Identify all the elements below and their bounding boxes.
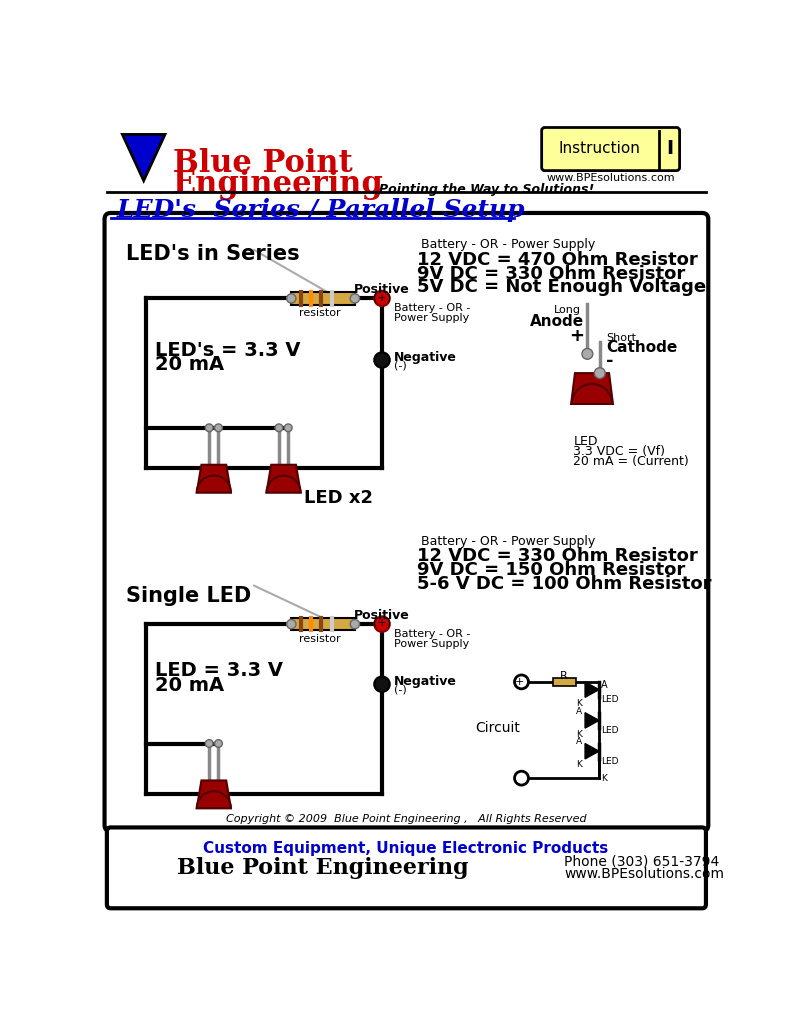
Text: resistor: resistor [299, 308, 341, 318]
Polygon shape [197, 465, 231, 493]
Text: Positive: Positive [354, 608, 410, 622]
Wedge shape [266, 475, 301, 493]
Polygon shape [266, 465, 301, 493]
Circle shape [351, 620, 359, 629]
Text: Instruction: Instruction [558, 140, 640, 156]
Text: +: + [515, 677, 524, 687]
Circle shape [374, 352, 389, 368]
Bar [553, 678, 576, 686]
Circle shape [205, 424, 213, 432]
Text: (-): (-) [393, 360, 406, 371]
Text: LED's in Series: LED's in Series [126, 244, 300, 264]
Text: 20 mA: 20 mA [155, 355, 224, 375]
Text: 20 mA: 20 mA [155, 676, 224, 694]
Circle shape [582, 348, 593, 359]
Polygon shape [585, 743, 599, 759]
Polygon shape [585, 713, 599, 728]
Circle shape [374, 677, 389, 692]
Text: A: A [576, 707, 582, 716]
Circle shape [287, 294, 296, 303]
FancyBboxPatch shape [105, 213, 708, 831]
Text: Cathode: Cathode [606, 340, 677, 355]
Text: LED = 3.3 V: LED = 3.3 V [155, 662, 283, 680]
Text: Blue Point: Blue Point [173, 147, 353, 178]
Text: LED: LED [573, 435, 598, 447]
Text: Battery - OR - Power Supply: Battery - OR - Power Supply [421, 535, 595, 548]
Wedge shape [572, 384, 612, 403]
Text: +: + [569, 327, 584, 345]
Circle shape [215, 739, 222, 748]
Text: 5-6 V DC = 100 Ohm Resistor: 5-6 V DC = 100 Ohm Resistor [417, 574, 711, 593]
Circle shape [515, 771, 528, 785]
Text: 20 mA = (Current): 20 mA = (Current) [573, 455, 689, 468]
Text: Anode: Anode [531, 313, 584, 329]
Text: (+): (+) [373, 618, 391, 628]
Circle shape [285, 424, 292, 432]
Text: Battery - OR - Power Supply: Battery - OR - Power Supply [421, 239, 595, 251]
Text: www.BPEsolutions.com: www.BPEsolutions.com [564, 867, 724, 882]
Text: Negative: Negative [393, 675, 457, 688]
Circle shape [374, 291, 389, 306]
Circle shape [205, 739, 213, 748]
Circle shape [594, 368, 605, 379]
Text: I: I [667, 139, 674, 158]
Polygon shape [585, 682, 599, 697]
Bar [291, 618, 355, 631]
Bar [291, 292, 355, 304]
Text: Pointing the Way to Solutions!: Pointing the Way to Solutions! [379, 183, 594, 196]
Text: Negative: Negative [393, 351, 457, 364]
Text: Power Supply: Power Supply [393, 639, 469, 649]
Text: Blue Point Engineering: Blue Point Engineering [177, 857, 468, 880]
Text: LED's = 3.3 V: LED's = 3.3 V [155, 341, 301, 359]
Text: Power Supply: Power Supply [393, 313, 469, 323]
Circle shape [374, 616, 389, 632]
Text: LED: LED [601, 695, 619, 703]
Text: LED: LED [601, 757, 619, 766]
Text: 12 VDC = 470 Ohm Resistor: 12 VDC = 470 Ohm Resistor [417, 251, 698, 268]
Polygon shape [571, 373, 613, 403]
Text: Long: Long [554, 305, 581, 315]
Polygon shape [197, 780, 231, 808]
Text: K: K [576, 761, 582, 769]
Polygon shape [122, 134, 165, 180]
Text: LED x2: LED x2 [305, 489, 374, 508]
Text: 12 VDC = 330 Ohm Resistor: 12 VDC = 330 Ohm Resistor [417, 547, 698, 565]
Text: 3.3 VDC = (Vf): 3.3 VDC = (Vf) [573, 444, 665, 458]
Text: resistor: resistor [299, 634, 341, 644]
Text: 5V DC = Not Enough Voltage: 5V DC = Not Enough Voltage [417, 279, 706, 296]
Text: LED: LED [601, 726, 619, 735]
Text: K: K [576, 730, 582, 738]
Text: www.BPEsolutions.com: www.BPEsolutions.com [546, 173, 675, 183]
Text: Engineering: Engineering [173, 169, 384, 200]
Text: A: A [576, 737, 582, 746]
Circle shape [287, 620, 296, 629]
Text: R: R [560, 671, 568, 681]
Text: 9V DC = 150 Ohm Resistor: 9V DC = 150 Ohm Resistor [417, 561, 685, 579]
Text: LED's  Series / Parallel Setup: LED's Series / Parallel Setup [117, 198, 525, 221]
Text: Single LED: Single LED [126, 586, 251, 605]
Circle shape [515, 675, 528, 689]
Text: Circuit: Circuit [475, 721, 520, 735]
Text: 9V DC = 330 Ohm Resistor: 9V DC = 330 Ohm Resistor [417, 264, 685, 283]
Text: Short: Short [606, 333, 636, 343]
Circle shape [351, 294, 359, 303]
Text: A: A [600, 680, 607, 690]
Text: Battery - OR -: Battery - OR - [393, 629, 470, 639]
Text: Battery - OR -: Battery - OR - [393, 303, 470, 313]
Text: Phone (303) 651-3794: Phone (303) 651-3794 [564, 854, 719, 868]
FancyBboxPatch shape [542, 128, 680, 171]
Text: Custom Equipment, Unique Electronic Products: Custom Equipment, Unique Electronic Prod… [203, 841, 609, 855]
Text: K: K [601, 774, 607, 783]
Text: -: - [606, 352, 614, 371]
Text: (+): (+) [373, 292, 391, 302]
Circle shape [275, 424, 283, 432]
Text: K: K [576, 698, 582, 708]
Circle shape [215, 424, 222, 432]
Text: (-): (-) [393, 685, 406, 695]
Text: Positive: Positive [354, 283, 410, 296]
Wedge shape [197, 792, 231, 808]
Text: Copyright © 2009  Blue Point Engineering ,   All Rights Reserved: Copyright © 2009 Blue Point Engineering … [226, 814, 586, 824]
FancyBboxPatch shape [107, 827, 706, 908]
Wedge shape [197, 475, 231, 493]
